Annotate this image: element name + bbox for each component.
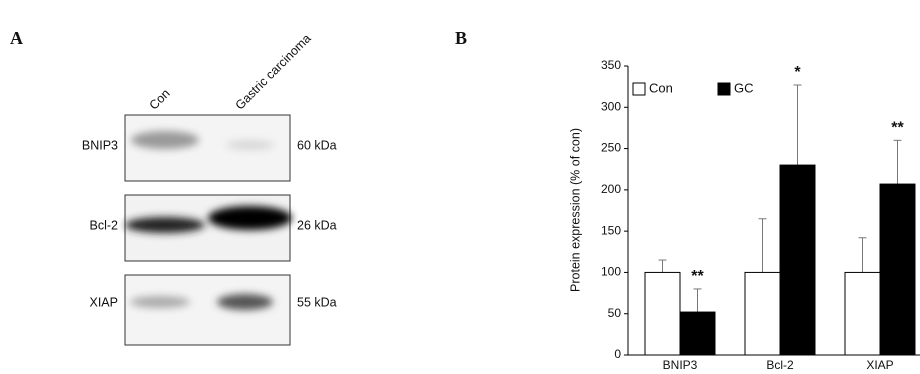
bar [645,272,680,355]
blot-box [125,115,290,181]
protein-label: BNIP3 [82,138,118,152]
size-label: 60 kDa [297,138,337,152]
panel-label: A [10,28,23,48]
bar [745,272,780,355]
y-tick-label: 50 [608,306,622,320]
y-tick-label: 250 [601,141,621,155]
x-tick-label: XIAP [866,358,893,372]
blot-box [125,275,290,345]
x-tick-label: BNIP3 [663,358,698,372]
protein-label: Bcl-2 [90,218,119,232]
x-tick-label: Bcl-2 [766,358,794,372]
y-tick-label: 300 [601,99,621,113]
size-label: 55 kDa [297,295,337,309]
significance: * [794,64,801,81]
legend-swatch [633,83,645,95]
bar [680,312,715,355]
panel-label: B [455,28,467,48]
size-label: 26 kDa [297,218,337,232]
lane-label: Gastric carcinoma [233,31,314,112]
y-tick-label: 0 [614,347,621,361]
bar [845,272,880,355]
y-tick-label: 150 [601,223,621,237]
figure: A B Con Gastric carcinoma BNIP3 Bcl-2 XI… [0,0,920,374]
bar [880,184,915,355]
bar [780,165,815,355]
significance: ** [891,120,904,137]
y-tick-label: 350 [601,58,621,72]
blot-box [125,195,292,261]
legend-swatch [718,83,730,95]
y-tick-label: 200 [601,182,621,196]
protein-label: XIAP [90,295,119,309]
legend-label: Con [649,80,673,95]
legend-label: GC [734,80,754,95]
lane-label: Con [147,86,173,112]
y-tick-label: 100 [601,265,621,279]
significance: ** [691,268,704,285]
y-axis-label: Protein expression (% of con) [568,128,582,292]
